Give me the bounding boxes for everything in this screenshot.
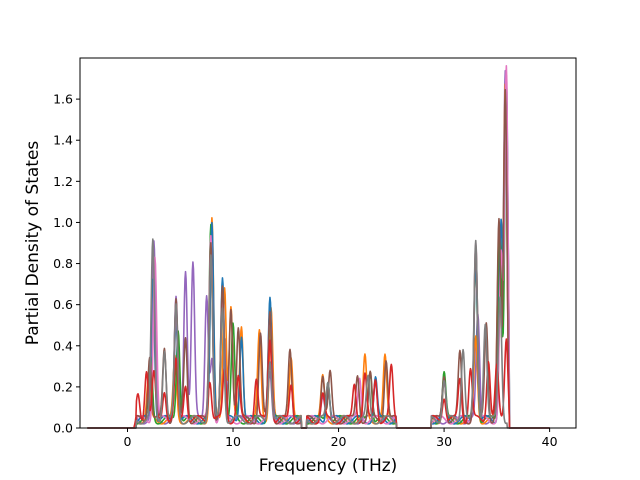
x-tick-label: 0 bbox=[124, 434, 132, 449]
x-ticks: 0 10 20 30 40 bbox=[124, 428, 558, 449]
y-tick-label: 1.6 bbox=[53, 92, 73, 107]
y-ticks: 0.0 0.2 0.4 0.6 0.8 1.0 1.2 1.4 1.6 bbox=[53, 92, 80, 436]
y-axis-label: Partial Density of States bbox=[23, 141, 43, 346]
axes-frame bbox=[79, 57, 577, 429]
x-tick-label: 20 bbox=[331, 434, 347, 449]
x-tick-label: 40 bbox=[542, 434, 558, 449]
y-tick-label: 1.2 bbox=[53, 174, 73, 189]
y-tick-label: 0.0 bbox=[53, 421, 73, 436]
pdos-series-line bbox=[87, 238, 550, 429]
y-tick-label: 0.8 bbox=[53, 256, 73, 271]
y-tick-label: 1.0 bbox=[53, 215, 73, 230]
x-axis-label: Frequency (THz) bbox=[259, 456, 398, 476]
x-tick-label: 10 bbox=[225, 434, 241, 449]
y-tick-label: 0.6 bbox=[53, 297, 73, 312]
series-layer bbox=[87, 64, 550, 429]
y-tick-label: 1.4 bbox=[53, 133, 73, 148]
y-tick-label: 0.2 bbox=[53, 379, 73, 394]
y-tick-label: 0.4 bbox=[53, 338, 73, 353]
x-tick-label: 30 bbox=[436, 434, 452, 449]
